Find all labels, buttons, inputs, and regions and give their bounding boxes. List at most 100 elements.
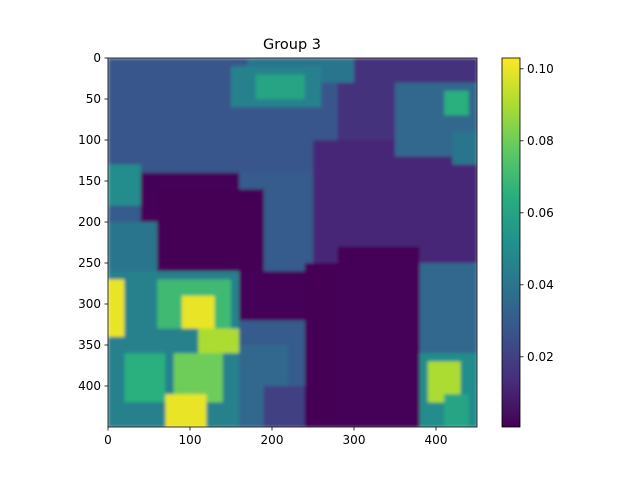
heatmap-cell bbox=[321, 345, 330, 354]
heatmap-cell bbox=[304, 213, 314, 223]
heatmap-cell bbox=[403, 58, 412, 67]
heatmap-cell bbox=[354, 328, 363, 338]
heatmap-cell bbox=[124, 90, 134, 100]
heatmap-cell bbox=[140, 131, 150, 141]
heatmap-cell bbox=[427, 213, 437, 223]
heatmap-cell bbox=[157, 238, 166, 248]
heatmap-cell bbox=[255, 271, 265, 280]
heatmap-cell bbox=[157, 328, 166, 338]
heatmap-cell bbox=[313, 82, 322, 92]
heatmap-cell bbox=[337, 238, 347, 248]
colorbar-tick-label: 0.04 bbox=[527, 278, 554, 292]
heatmap-cell bbox=[173, 230, 183, 239]
heatmap-cell bbox=[206, 123, 216, 133]
heatmap-cell bbox=[272, 172, 281, 182]
heatmap-cell bbox=[272, 58, 281, 67]
heatmap-cell bbox=[304, 320, 314, 330]
heatmap-cell bbox=[198, 386, 207, 395]
heatmap-cell bbox=[329, 66, 339, 75]
heatmap-cell bbox=[288, 172, 298, 182]
heatmap-cell bbox=[231, 402, 240, 412]
heatmap-cell bbox=[116, 238, 125, 248]
heatmap-cell bbox=[231, 123, 240, 133]
heatmap-cell bbox=[214, 271, 224, 280]
heatmap-cell bbox=[452, 99, 462, 108]
heatmap-cell bbox=[427, 246, 437, 256]
heatmap-cell bbox=[452, 386, 462, 395]
heatmap-cell bbox=[222, 99, 232, 108]
heatmap-cell bbox=[296, 82, 306, 92]
heatmap-cell bbox=[468, 115, 477, 125]
heatmap-cell bbox=[190, 172, 199, 182]
heatmap-cell bbox=[452, 82, 462, 92]
heatmap-cell bbox=[173, 140, 183, 149]
heatmap-cell bbox=[296, 115, 306, 125]
heatmap-cell bbox=[321, 222, 330, 231]
heatmap-cell bbox=[378, 205, 388, 215]
heatmap-cell bbox=[354, 222, 363, 231]
heatmap-cell bbox=[214, 66, 224, 75]
heatmap-cell bbox=[419, 271, 429, 280]
heatmap-cell bbox=[337, 213, 347, 223]
heatmap-cell bbox=[247, 402, 257, 412]
heatmap-cell bbox=[255, 386, 265, 395]
heatmap-cell bbox=[378, 197, 388, 207]
heatmap-cell bbox=[362, 148, 371, 157]
heatmap-cell bbox=[386, 230, 396, 239]
heatmap-cell bbox=[124, 230, 134, 239]
heatmap-cell bbox=[386, 123, 396, 133]
heatmap-cell bbox=[403, 295, 412, 305]
heatmap-cell bbox=[321, 263, 330, 272]
heatmap-cell bbox=[108, 312, 117, 321]
heatmap-cell bbox=[296, 172, 306, 182]
heatmap-cell bbox=[386, 131, 396, 141]
heatmap-cell bbox=[132, 238, 142, 248]
heatmap-cell bbox=[255, 213, 265, 223]
heatmap-cell bbox=[337, 230, 347, 239]
heatmap-cell bbox=[288, 287, 298, 297]
heatmap-cell bbox=[460, 123, 470, 133]
heatmap-cell bbox=[345, 377, 355, 387]
heatmap-cell bbox=[452, 394, 462, 403]
heatmap-cell bbox=[165, 369, 175, 379]
heatmap-cell bbox=[288, 238, 298, 248]
heatmap-cell bbox=[354, 140, 363, 149]
heatmap-cell bbox=[395, 156, 404, 166]
heatmap-cell bbox=[222, 394, 232, 403]
heatmap-cell bbox=[395, 90, 404, 100]
heatmap-cell bbox=[296, 394, 306, 403]
heatmap-cell bbox=[378, 353, 388, 362]
heatmap-cell bbox=[116, 58, 125, 67]
heatmap-cell bbox=[263, 271, 273, 280]
heatmap-cell bbox=[132, 320, 142, 330]
heatmap-cell bbox=[395, 99, 404, 108]
heatmap-cell bbox=[206, 377, 216, 387]
heatmap-cell bbox=[436, 410, 445, 420]
heatmap-cell bbox=[140, 279, 150, 289]
heatmap-cell bbox=[190, 115, 199, 125]
heatmap-cell bbox=[206, 148, 216, 157]
heatmap-cell bbox=[198, 222, 207, 231]
heatmap-cell bbox=[124, 287, 134, 297]
heatmap-cell bbox=[239, 115, 248, 125]
heatmap-cell bbox=[173, 107, 183, 116]
heatmap-cell bbox=[296, 246, 306, 256]
heatmap-cell bbox=[140, 189, 150, 198]
heatmap-cell bbox=[181, 90, 191, 100]
heatmap-cell bbox=[157, 82, 166, 92]
heatmap-cell bbox=[419, 99, 429, 108]
heatmap-cell bbox=[124, 197, 134, 207]
heatmap-cell bbox=[436, 164, 445, 174]
heatmap-cell bbox=[132, 213, 142, 223]
heatmap-cell bbox=[370, 246, 380, 256]
heatmap-cell bbox=[214, 181, 224, 190]
heatmap-cell bbox=[124, 320, 134, 330]
heatmap-cell bbox=[181, 369, 191, 379]
heatmap-cell bbox=[263, 361, 273, 371]
heatmap-cell bbox=[460, 394, 470, 403]
heatmap-cell bbox=[329, 107, 339, 116]
heatmap-cell bbox=[403, 246, 412, 256]
heatmap-cell bbox=[444, 115, 453, 125]
heatmap-cell bbox=[222, 172, 232, 182]
heatmap-cell bbox=[280, 66, 289, 75]
